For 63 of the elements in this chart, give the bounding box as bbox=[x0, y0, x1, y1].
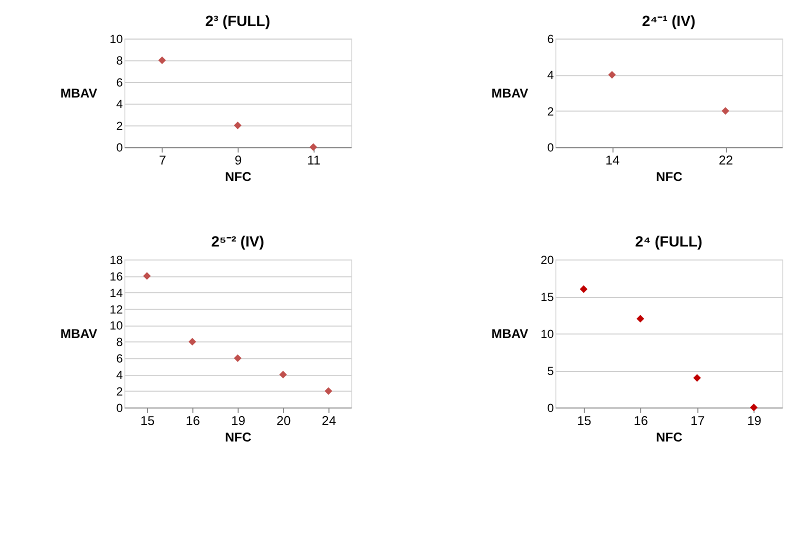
y-axis-title: MBAV bbox=[60, 85, 98, 100]
point bbox=[234, 354, 242, 362]
point bbox=[324, 387, 332, 395]
y-tick-label: 2 bbox=[547, 104, 554, 118]
y-tick-label: 4 bbox=[547, 68, 554, 82]
x-tick-label: 24 bbox=[322, 412, 336, 428]
point bbox=[693, 374, 701, 382]
point bbox=[188, 338, 196, 346]
x-tick-label: 20 bbox=[276, 412, 291, 428]
y-tick-label: 2 bbox=[116, 118, 123, 133]
y-tick-label: 10 bbox=[540, 326, 554, 341]
chart-title: 2⁵⁻² (IV) bbox=[211, 234, 264, 251]
y-axis-title: MBAV bbox=[491, 326, 529, 341]
x-tick-label: 9 bbox=[234, 152, 242, 168]
x-tick-label: 15 bbox=[577, 412, 592, 428]
y-tick-label: 5 bbox=[547, 364, 554, 378]
x-tick-label: 15 bbox=[140, 412, 155, 428]
x-tick-label: 16 bbox=[186, 412, 200, 428]
point bbox=[234, 122, 242, 130]
y-tick-label: 8 bbox=[116, 335, 124, 350]
point bbox=[580, 285, 588, 293]
x-tick-label: 14 bbox=[605, 152, 620, 168]
x-axis-title: NFC bbox=[656, 430, 682, 445]
y-tick-label: 10 bbox=[110, 32, 124, 46]
y-tick-label: 6 bbox=[547, 32, 554, 46]
y-tick-label: 4 bbox=[116, 368, 124, 382]
chart-title: 2⁴⁻¹ (IV) bbox=[642, 14, 696, 30]
y-tick-label: 20 bbox=[540, 252, 554, 267]
x-tick-label: 19 bbox=[747, 412, 762, 428]
y-tick-label: 16 bbox=[110, 269, 124, 284]
y-tick-label: 0 bbox=[116, 140, 124, 155]
y-tick-label: 6 bbox=[116, 75, 124, 90]
y-tick-label: 0 bbox=[116, 400, 124, 415]
y-tick-label: 10 bbox=[110, 318, 124, 333]
x-tick-label: 11 bbox=[307, 152, 320, 168]
x-tick-label: 7 bbox=[159, 152, 166, 168]
y-axis-title: MBAV bbox=[60, 326, 98, 341]
x-tick-label: 22 bbox=[718, 152, 734, 168]
y-tick-label: 18 bbox=[110, 252, 124, 267]
x-axis-title: NFC bbox=[225, 430, 252, 445]
y-tick-label: 12 bbox=[110, 302, 123, 316]
y-axis-title: MBAV bbox=[491, 85, 529, 100]
x-tick-label: 16 bbox=[634, 412, 648, 428]
x-tick-label: 17 bbox=[690, 412, 705, 428]
y-tick-label: 14 bbox=[110, 286, 124, 300]
point bbox=[310, 143, 318, 151]
y-tick-label: 15 bbox=[540, 290, 554, 304]
point bbox=[158, 56, 166, 64]
y-tick-label: 0 bbox=[547, 400, 554, 415]
y-tick-label: 4 bbox=[116, 97, 124, 112]
x-axis-title: NFC bbox=[656, 169, 682, 184]
chart-title: 2⁴ (FULL) bbox=[635, 234, 702, 251]
y-tick-label: 2 bbox=[116, 384, 123, 398]
point bbox=[143, 272, 151, 280]
y-tick-label: 8 bbox=[116, 54, 124, 68]
y-tick-label: 0 bbox=[547, 140, 554, 155]
x-tick-label: 19 bbox=[231, 412, 246, 428]
x-axis-title: NFC bbox=[225, 169, 252, 184]
chart-title: 2³ (FULL) bbox=[205, 14, 270, 30]
point bbox=[279, 370, 287, 378]
y-tick-label: 6 bbox=[116, 352, 124, 366]
point bbox=[636, 314, 644, 323]
point bbox=[750, 404, 758, 412]
